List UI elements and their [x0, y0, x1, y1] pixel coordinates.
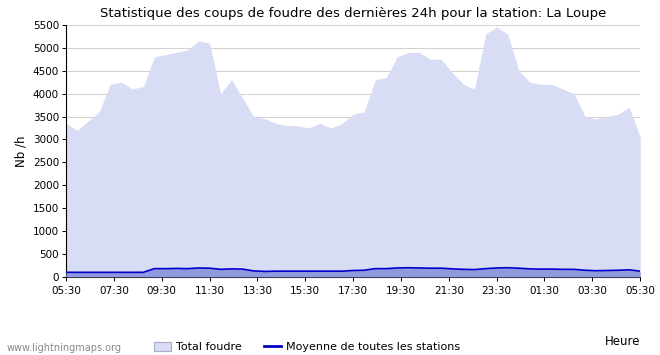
- Text: www.lightningmaps.org: www.lightningmaps.org: [7, 343, 121, 353]
- Title: Statistique des coups de foudre des dernières 24h pour la station: La Loupe: Statistique des coups de foudre des dern…: [100, 6, 607, 20]
- Text: Heure: Heure: [605, 335, 640, 349]
- Y-axis label: Nb /h: Nb /h: [15, 135, 27, 166]
